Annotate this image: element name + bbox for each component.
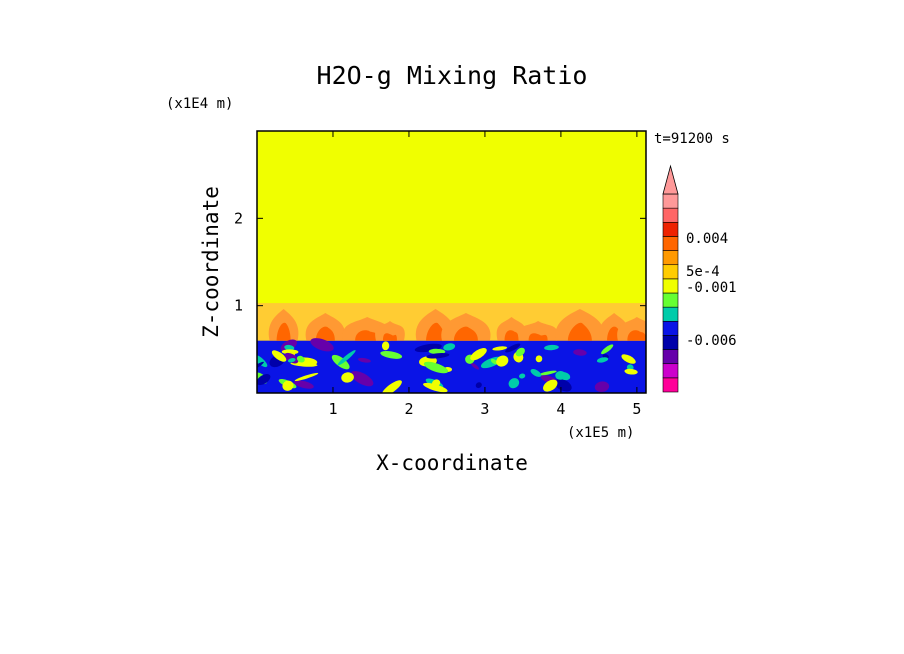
colorbar-segment bbox=[662, 349, 679, 365]
turbulence-blob bbox=[257, 354, 268, 368]
y-axis-label: Z-coordinate bbox=[199, 186, 223, 338]
colorbar-segment bbox=[662, 236, 679, 251]
turbulence-blob bbox=[294, 372, 319, 382]
x-scale-label: (x1E5 m) bbox=[567, 425, 634, 441]
turbulence-blob bbox=[555, 370, 566, 380]
turbulence-blob bbox=[293, 380, 314, 389]
y-tick-label: 2 bbox=[234, 209, 243, 227]
colorbar-segment bbox=[662, 264, 679, 280]
turbulence-blob bbox=[530, 369, 542, 377]
turbulence-blob bbox=[508, 378, 520, 389]
colorbar-segment bbox=[662, 207, 679, 223]
x-tick-label: 1 bbox=[328, 400, 337, 418]
x-tick-label: 3 bbox=[480, 400, 489, 418]
turbulence-blob bbox=[426, 353, 450, 359]
plume-core-2 bbox=[355, 330, 380, 341]
turbulence-blob bbox=[432, 379, 441, 387]
plume-core-0 bbox=[276, 322, 291, 341]
colorbar-segment bbox=[662, 193, 679, 209]
plume-core-3 bbox=[382, 333, 397, 341]
turbulence-blob bbox=[381, 341, 390, 351]
turbulence-blob bbox=[601, 344, 614, 355]
colorbar-segment bbox=[662, 363, 679, 379]
turbulence-blob bbox=[538, 370, 557, 376]
plume-core-4 bbox=[426, 322, 446, 341]
turbulence-blob bbox=[381, 380, 402, 393]
turbulence-blob bbox=[492, 346, 508, 351]
turbulence-blob bbox=[423, 382, 448, 393]
turbulence-blob bbox=[535, 355, 543, 363]
chart-title: H2O-g Mixing Ratio bbox=[317, 61, 588, 90]
colorbar-arrow bbox=[662, 164, 679, 195]
turbulence-blob bbox=[257, 373, 271, 386]
turbulence-blob bbox=[475, 382, 482, 389]
turbulence-blob bbox=[284, 344, 295, 351]
layer-2 bbox=[257, 131, 646, 304]
colorbar-tick-label: 0.004 bbox=[686, 231, 728, 247]
turbulence-blob bbox=[543, 379, 558, 392]
turbulence-blob bbox=[357, 357, 371, 363]
colorbar-segment bbox=[662, 377, 679, 393]
plume-core-7 bbox=[528, 333, 548, 341]
turbulence-blob bbox=[594, 381, 610, 393]
turbulence-blob bbox=[341, 372, 354, 383]
turbulence-blob bbox=[296, 355, 305, 363]
turbulence-blob bbox=[621, 354, 636, 364]
colorbar-tick-label: 5e-4 bbox=[686, 264, 720, 280]
turbulence-blob bbox=[624, 368, 638, 375]
turbulence-blob bbox=[554, 378, 572, 392]
x-axis-label: X-coordinate bbox=[376, 451, 528, 475]
turbulence-blob bbox=[423, 361, 449, 374]
turbulence-blob bbox=[443, 343, 456, 351]
plume-core-10 bbox=[627, 330, 646, 341]
y-scale-label: (x1E4 m) bbox=[166, 96, 233, 112]
turbulence-blob bbox=[596, 357, 609, 363]
colorbar-segment bbox=[662, 292, 679, 308]
turbulence-blob bbox=[470, 362, 480, 370]
turbulence-blob bbox=[490, 358, 498, 365]
x-tick-label: 5 bbox=[632, 400, 641, 418]
turbulence-blob bbox=[470, 347, 487, 361]
plume-core-5 bbox=[453, 326, 478, 341]
plume-7 bbox=[518, 321, 558, 341]
time-label: t=91200 s bbox=[654, 131, 730, 147]
colorbar-segment bbox=[662, 221, 679, 237]
colorbar-segment bbox=[662, 278, 679, 294]
plume-3 bbox=[375, 321, 405, 341]
turbulence-blob bbox=[428, 348, 446, 355]
turbulence-blob bbox=[337, 350, 356, 366]
turbulence-blob bbox=[287, 358, 296, 363]
turbulence-blob bbox=[505, 343, 521, 353]
turbulence-blob bbox=[519, 373, 526, 379]
x-tick-label: 2 bbox=[404, 400, 413, 418]
plume-core-1 bbox=[315, 326, 335, 341]
colorbar-segment bbox=[662, 320, 679, 336]
turbulence-blob bbox=[380, 350, 403, 359]
turbulence-blob bbox=[350, 371, 374, 387]
turbulence-blob bbox=[282, 380, 294, 391]
colorbar-tick-label: -0.006 bbox=[686, 333, 737, 349]
colorbar-segment bbox=[662, 306, 679, 322]
y-tick-label: 1 bbox=[234, 297, 243, 315]
plume-core-8 bbox=[567, 322, 592, 341]
turbulence-blob bbox=[544, 344, 559, 351]
colorbar-segment bbox=[662, 335, 679, 350]
colorbar-segment bbox=[662, 250, 679, 266]
plume-core-6 bbox=[504, 330, 519, 341]
colorbar bbox=[662, 164, 679, 393]
plot-area bbox=[257, 131, 646, 393]
turbulence-blob bbox=[310, 338, 334, 352]
turbulence-blob bbox=[515, 347, 525, 357]
turbulence-blob bbox=[496, 355, 509, 367]
turbulence-blob bbox=[271, 350, 287, 362]
colorbar-tick-label: -0.001 bbox=[686, 280, 737, 296]
turbulence-blob bbox=[573, 349, 587, 356]
plot-frame bbox=[256, 130, 647, 394]
x-tick-label: 4 bbox=[556, 400, 565, 418]
